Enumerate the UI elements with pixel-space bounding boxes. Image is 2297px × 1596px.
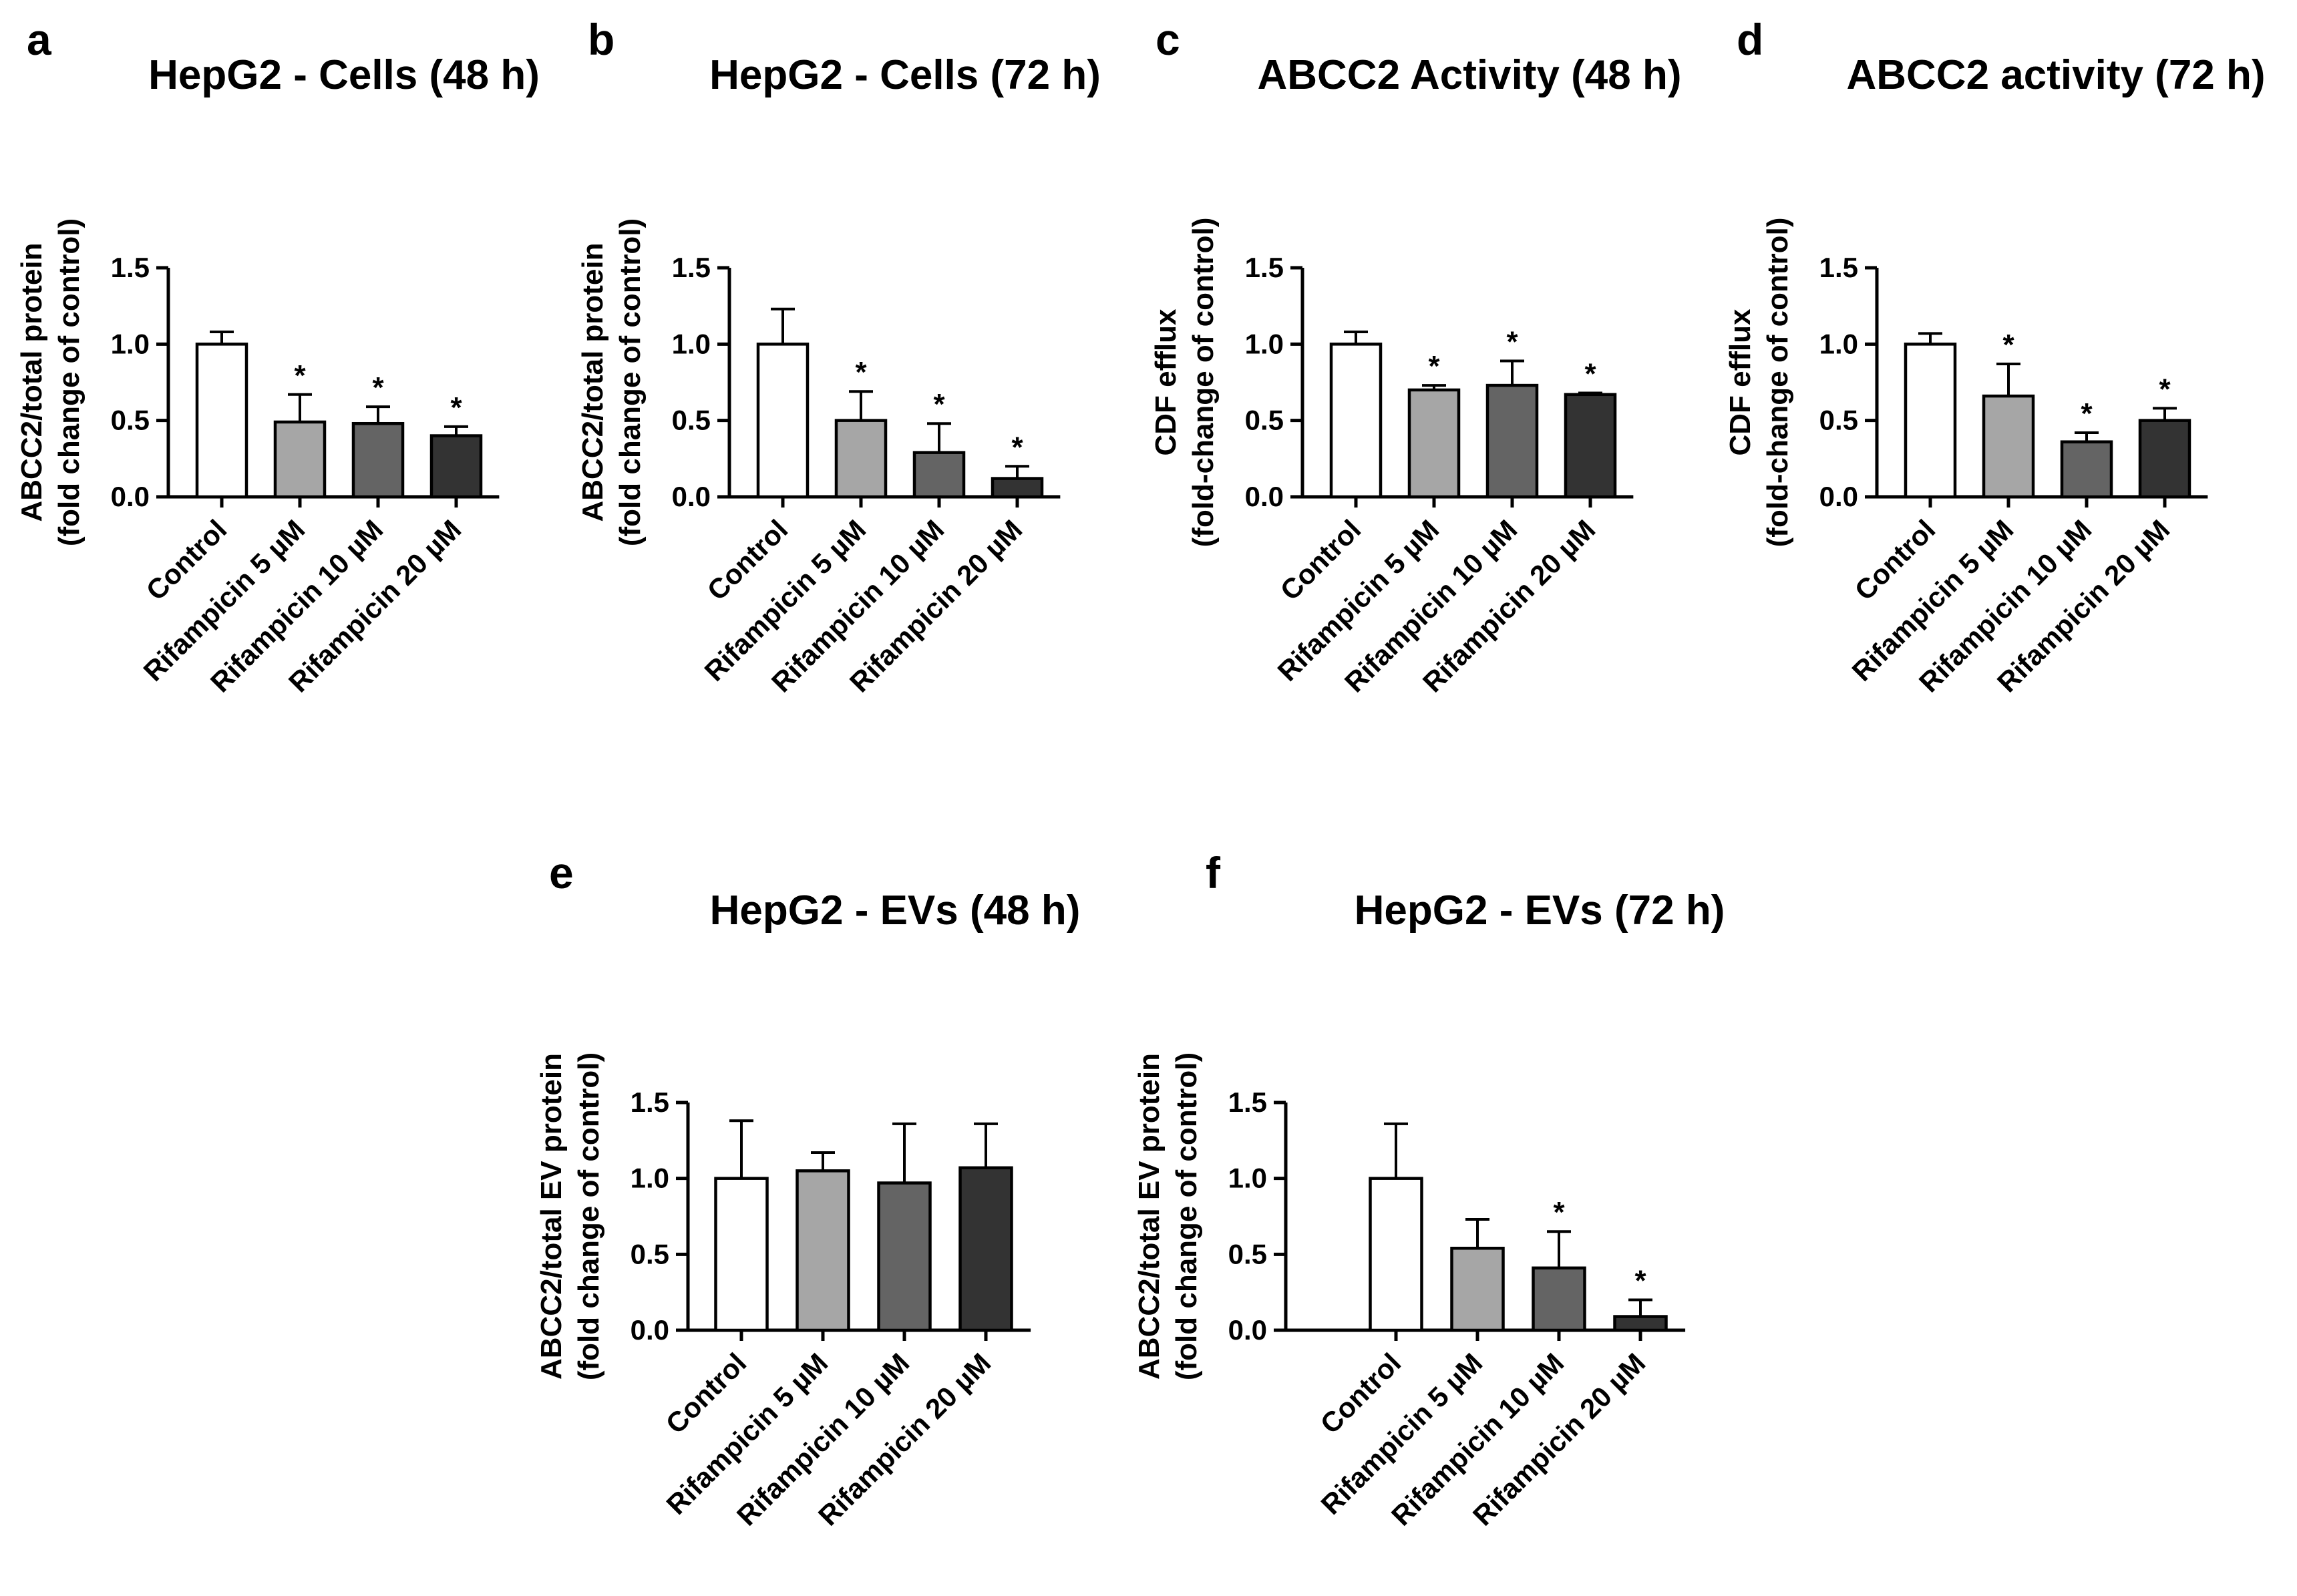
chart-title: HepG2 - Cells (72 h) [709,52,1101,98]
y-tick-label: 1.0 [1245,328,1284,359]
y-tick-label: 0.0 [1245,481,1284,512]
significance-marker: * [1553,1196,1565,1229]
y-tick-label: 1.0 [111,328,150,359]
y-axis-label: (fold change of control) [53,218,85,546]
bar-1 [1329,343,1383,499]
chart-title: HepG2 - EVs (72 h) [1355,887,1725,934]
bar-2 [1982,394,2035,499]
bar-1 [1904,343,1957,499]
bar-4 [429,434,483,499]
y-tick-label: 0.5 [1245,405,1284,436]
y-tick-label: 0.0 [1819,481,1858,512]
significance-marker: * [2081,397,2093,430]
significance-marker: * [1506,325,1518,358]
panel-letter: a [27,15,52,64]
significance-marker: * [1584,358,1596,391]
y-tick-label: 1.0 [1819,328,1858,359]
chart-panel-a: a HepG2 - Cells (48 h) ABCC2/total protein… [15,15,540,699]
panel-letter: e [549,848,574,897]
y-axis-label: ABCC2/total protein [15,243,48,522]
chart-panel-b: b HepG2 - Cells (72 h) ABCC2/total protein… [576,15,1101,699]
y-axis-label: (fold change of control) [614,218,647,546]
y-tick-label: 0.0 [111,481,150,512]
chart-title: HepG2 - Cells (48 h) [148,52,540,98]
bar-4 [991,477,1044,499]
panel-letter: f [1206,848,1221,897]
y-tick-label: 1.0 [1228,1163,1267,1194]
y-tick-label: 0.5 [1819,405,1858,436]
chart-panel-e: e HepG2 - EVs (48 h) ABCC2/total EV protei… [535,848,1080,1532]
y-axis-label: ABCC2/total EV protein [1133,1053,1166,1380]
bar-3 [912,451,966,499]
significance-marker: * [933,388,945,421]
bar-4 [2138,419,2191,499]
bar-3 [1532,1266,1586,1332]
y-tick-label: 1.5 [1819,252,1858,283]
y-tick-label: 1.0 [672,328,711,359]
bar-2 [273,420,327,499]
y-tick-label: 0.5 [631,1238,669,1269]
y-tick-label: 0.0 [1228,1314,1267,1346]
y-tick-label: 1.5 [111,252,150,283]
y-axis-label: ABCC2/total protein [576,243,609,522]
chart-title: ABCC2 activity (72 h) [1846,52,2265,98]
bar-3 [351,421,405,499]
bar-3 [1485,383,1539,499]
y-tick-label: 1.0 [631,1163,669,1194]
bar-1 [1369,1177,1423,1332]
y-axis-label: CDF efflux [1724,309,1757,456]
significance-marker: * [1011,431,1023,463]
y-tick-label: 1.5 [1228,1086,1267,1118]
y-tick-label: 1.5 [1245,252,1284,283]
y-axis-label: (fold change of control) [1170,1052,1203,1380]
bar-1 [756,343,810,499]
significance-marker: * [2159,373,2171,405]
y-tick-label: 0.0 [631,1314,669,1346]
y-axis-label: CDF efflux [1150,309,1182,456]
panel-letter: d [1737,15,1763,64]
panel-letter: b [588,15,614,64]
chart-title: HepG2 - EVs (48 h) [710,887,1081,934]
bar-3 [2060,440,2113,499]
significance-marker: * [450,391,462,424]
bar-2 [1407,388,1461,499]
chart-panel-d: d ABCC2 activity (72 h) CDF efflux (fold-ch… [1724,15,2266,699]
bar-2 [1450,1246,1505,1332]
significance-marker: * [1634,1265,1646,1298]
chart-title: ABCC2 Activity (48 h) [1257,52,1681,98]
bar-3 [877,1181,932,1332]
significance-marker: * [294,359,306,392]
chart-panel-f: f HepG2 - EVs (72 h) ABCC2/total EV protei… [1133,848,1725,1532]
y-axis-label: (fold change of control) [572,1052,605,1380]
y-tick-label: 0.0 [672,481,711,512]
bar-4 [1613,1315,1668,1332]
bar-4 [958,1166,1013,1332]
y-tick-label: 1.5 [672,252,711,283]
significance-marker: * [372,371,384,404]
chart-panel-c: c ABCC2 Activity (48 h) CDF efflux (fold-ch… [1150,15,1682,699]
significance-marker: * [855,356,867,389]
y-axis-label: (fold-change of control) [1761,218,1794,548]
bar-4 [1564,393,1617,499]
significance-marker: * [1428,350,1440,383]
bar-1 [714,1177,769,1332]
y-tick-label: 0.5 [672,405,711,436]
bar-1 [195,343,248,499]
bar-2 [834,419,888,499]
bar-2 [796,1169,850,1332]
y-tick-label: 0.5 [111,405,150,436]
panel-letter: c [1156,15,1180,64]
y-tick-label: 0.5 [1228,1238,1267,1269]
y-axis-label: (fold-change of control) [1187,218,1220,548]
y-axis-label: ABCC2/total EV protein [535,1053,568,1380]
y-tick-label: 1.5 [631,1086,669,1118]
significance-marker: * [2002,329,2014,361]
